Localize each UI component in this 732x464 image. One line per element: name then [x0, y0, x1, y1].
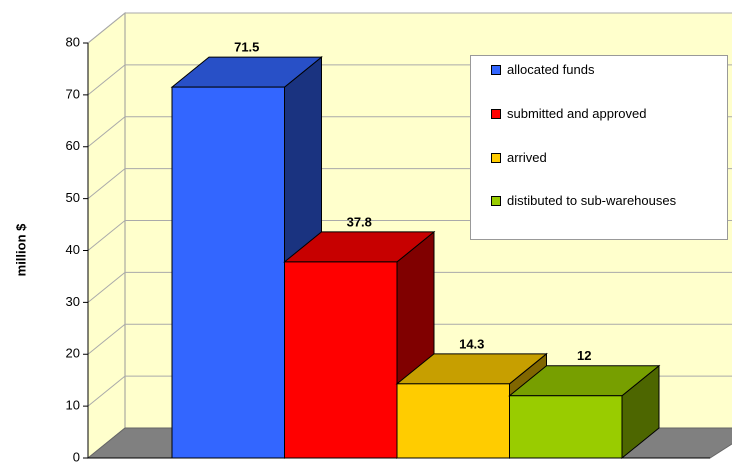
legend: allocated funds submitted and approved arr… — [470, 55, 728, 240]
legend-swatch — [491, 153, 501, 163]
legend-label: allocated funds — [507, 62, 595, 77]
grid-line — [87, 323, 126, 355]
legend-entry: submitted and approved — [491, 106, 682, 122]
grid-line — [87, 116, 126, 148]
bar — [396, 383, 510, 459]
grid-line — [87, 271, 126, 303]
legend-swatch — [491, 109, 501, 119]
y-tick-label: 50 — [66, 190, 80, 205]
grid-line — [87, 375, 126, 407]
bar — [171, 86, 285, 459]
y-axis-label: million $ — [13, 223, 28, 277]
data-label: 12 — [577, 348, 591, 363]
grid-line — [87, 168, 126, 200]
legend-entry: arrived — [491, 150, 682, 166]
legend-label: distibuted to sub-warehouses — [507, 193, 677, 208]
legend-label: submitted and approved — [507, 106, 647, 121]
data-label: 37.8 — [347, 214, 372, 229]
bar — [284, 261, 398, 459]
legend-entry: allocated funds — [491, 62, 682, 78]
y-tick-label: 0 — [73, 449, 80, 464]
legend-label: arrived — [507, 150, 547, 165]
y-tick-label: 70 — [66, 86, 80, 101]
legend-swatch — [491, 196, 501, 206]
y-tick-label: 60 — [66, 138, 80, 153]
legend-entry: distibuted to sub-warehouses — [491, 193, 682, 209]
y-tick-label: 20 — [66, 346, 80, 361]
bar — [509, 395, 623, 459]
grid-line — [87, 220, 126, 251]
grid-line — [87, 64, 126, 96]
y-tick-label: 80 — [66, 34, 80, 49]
data-label: 71.5 — [234, 40, 259, 55]
y-tick-label: 40 — [66, 242, 80, 257]
y-tick-label: 30 — [66, 294, 80, 309]
y-tick-label: 10 — [66, 398, 80, 413]
legend-swatch — [491, 65, 501, 75]
data-label: 14.3 — [459, 336, 484, 351]
grid-line — [87, 12, 126, 44]
